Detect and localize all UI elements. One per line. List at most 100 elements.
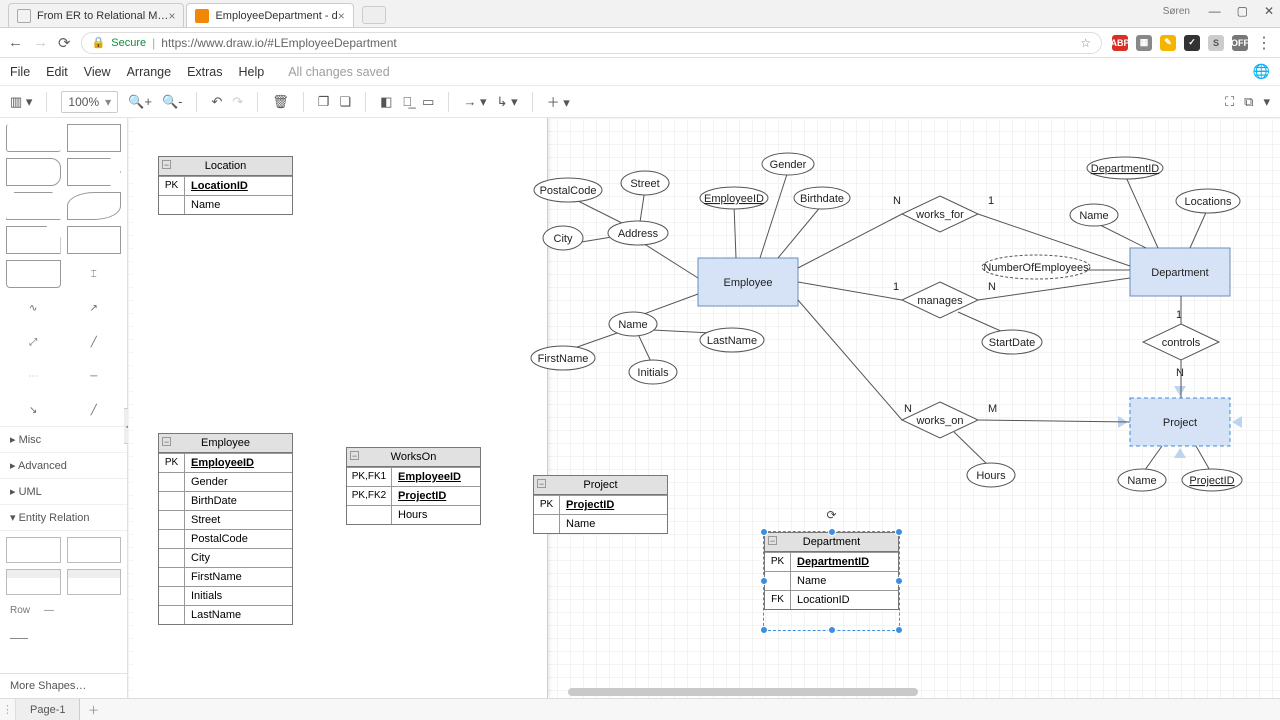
undo-icon[interactable]: ↶ bbox=[211, 94, 222, 110]
zoom-in-icon[interactable]: 🔍+ bbox=[128, 94, 152, 110]
table-row[interactable]: PKLocationID bbox=[159, 176, 292, 195]
page-tab[interactable]: Page-1 bbox=[16, 699, 80, 720]
table-row[interactable]: FirstName bbox=[159, 567, 292, 586]
close-window-icon[interactable]: ✕ bbox=[1264, 4, 1274, 18]
er-shape-thumb[interactable] bbox=[67, 537, 122, 563]
table-row[interactable]: Initials bbox=[159, 586, 292, 605]
sidebar-section-uml[interactable]: ▸ UML bbox=[0, 479, 127, 505]
to-back-icon[interactable]: ❏ bbox=[339, 94, 351, 110]
language-icon[interactable]: 🌐 bbox=[1253, 63, 1270, 80]
sidebar-section-advanced[interactable]: ▸ Advanced bbox=[0, 453, 127, 479]
shape-thumb[interactable]: ⤢ bbox=[6, 328, 61, 356]
extension-icon[interactable]: ▦ bbox=[1136, 35, 1152, 51]
table-row[interactable]: Name bbox=[159, 195, 292, 214]
add-page-button[interactable]: ＋ bbox=[80, 699, 106, 720]
menu-help[interactable]: Help bbox=[239, 65, 265, 79]
shape-thumb[interactable]: ─ bbox=[67, 362, 122, 390]
shape-thumb[interactable]: ╱ bbox=[67, 396, 122, 424]
insert-icon[interactable]: ＋ ▾ bbox=[547, 92, 570, 111]
menu-extras[interactable]: Extras bbox=[187, 65, 222, 79]
new-tab-button[interactable] bbox=[362, 6, 386, 24]
shape-thumb[interactable] bbox=[67, 226, 122, 254]
maximize-icon[interactable]: ▢ bbox=[1237, 4, 1248, 18]
table-row[interactable]: Hours bbox=[347, 505, 480, 524]
shape-thumb[interactable]: ↗ bbox=[67, 294, 122, 322]
table-row[interactable]: Name bbox=[534, 514, 667, 533]
to-front-icon[interactable]: ❐ bbox=[318, 94, 330, 110]
table-project[interactable]: −ProjectPKProjectIDName bbox=[533, 475, 668, 534]
reload-icon[interactable]: ⟳ bbox=[58, 34, 71, 52]
delete-icon[interactable]: 🗑 bbox=[272, 94, 289, 110]
close-icon[interactable]: × bbox=[338, 9, 345, 23]
table-row[interactable]: City bbox=[159, 548, 292, 567]
shape-thumb[interactable] bbox=[6, 192, 61, 220]
waypoint-icon[interactable]: ↳ ▾ bbox=[497, 94, 518, 110]
table-row[interactable]: Gender bbox=[159, 472, 292, 491]
extension-icon[interactable]: ✎ bbox=[1160, 35, 1176, 51]
shape-thumb[interactable] bbox=[6, 226, 61, 254]
more-shapes-button[interactable]: More Shapes… bbox=[0, 673, 127, 698]
shape-thumb[interactable]: ╱ bbox=[67, 328, 122, 356]
shape-thumb[interactable] bbox=[67, 124, 122, 152]
address-bar[interactable]: 🔒 Secure | https://www.draw.io/#LEmploye… bbox=[81, 32, 1102, 54]
table-row[interactable]: PKEmployeeID bbox=[159, 453, 292, 472]
shape-thumb[interactable] bbox=[6, 158, 61, 186]
extension-abp-icon[interactable]: ABP bbox=[1112, 35, 1128, 51]
line-color-icon[interactable]: ／̲ bbox=[402, 94, 412, 109]
extension-icons: ABP ▦ ✎ ✓ S OFF ⋮ bbox=[1112, 33, 1272, 53]
shape-thumb[interactable] bbox=[67, 158, 122, 186]
shape-thumb[interactable]: ⋯ bbox=[6, 362, 61, 390]
shape-thumb[interactable] bbox=[6, 260, 61, 288]
shape-thumb[interactable]: ⌶ bbox=[67, 260, 122, 288]
star-icon[interactable]: ☆ bbox=[1080, 36, 1091, 50]
menu-file[interactable]: File bbox=[10, 65, 30, 79]
er-shape-thumb[interactable] bbox=[6, 569, 61, 595]
shape-thumb[interactable]: ↘ bbox=[6, 396, 61, 424]
table-row[interactable]: PK,FK1EmployeeID bbox=[347, 467, 480, 486]
extension-icon[interactable]: ✓ bbox=[1184, 35, 1200, 51]
menubar: File Edit View Arrange Extras Help All c… bbox=[0, 58, 1280, 86]
extension-icon[interactable]: S bbox=[1208, 35, 1224, 51]
table-employee[interactable]: −EmployeePKEmployeeIDGenderBirthDateStre… bbox=[158, 433, 293, 625]
fill-color-icon[interactable]: ◧ bbox=[380, 94, 392, 110]
zoom-select[interactable]: 100% ▾ bbox=[61, 91, 118, 113]
table-location[interactable]: −LocationPKLocationIDName bbox=[158, 156, 293, 215]
sidebar-section-misc[interactable]: ▸ Misc bbox=[0, 427, 127, 453]
extension-icon[interactable]: OFF bbox=[1232, 35, 1248, 51]
back-icon[interactable]: ← bbox=[8, 34, 23, 51]
table-row[interactable]: PostalCode bbox=[159, 529, 292, 548]
table-row[interactable]: BirthDate bbox=[159, 491, 292, 510]
table-row[interactable]: Street bbox=[159, 510, 292, 529]
table-row[interactable]: LastName bbox=[159, 605, 292, 624]
sidebar-section-er[interactable]: ▾ Entity Relation bbox=[0, 505, 127, 531]
workspace: ⌶ ∿ ↗ ⤢ ╱ ⋯ ─ ↘ ╱ ▸ Misc ▸ Advanced ▸ UM… bbox=[0, 118, 1280, 698]
table-row[interactable]: PK,FK2ProjectID bbox=[347, 486, 480, 505]
minimize-icon[interactable]: — bbox=[1209, 4, 1221, 18]
er-shape-thumb[interactable] bbox=[6, 537, 61, 563]
table-row[interactable]: PKProjectID bbox=[534, 495, 667, 514]
er-shape-thumb[interactable] bbox=[67, 569, 122, 595]
connection-icon[interactable]: → ▾ bbox=[463, 94, 486, 110]
page-menu-icon[interactable]: ⋮ bbox=[0, 699, 16, 720]
shape-thumb[interactable]: ∿ bbox=[6, 294, 61, 322]
menu-arrange[interactable]: Arrange bbox=[127, 65, 171, 79]
menu-edit[interactable]: Edit bbox=[46, 65, 68, 79]
horizontal-scrollbar[interactable] bbox=[128, 686, 1280, 698]
shadow-icon[interactable]: ▭ bbox=[422, 94, 434, 110]
menu-view[interactable]: View bbox=[84, 65, 111, 79]
shape-thumb[interactable] bbox=[6, 124, 61, 152]
fullscreen-icon[interactable]: ⛶ bbox=[1225, 94, 1234, 110]
collapse-icon[interactable]: ▾ bbox=[1263, 94, 1270, 110]
browser-tab-inactive[interactable]: From ER to Relational M… × bbox=[8, 3, 184, 27]
rotate-handle-icon[interactable]: ⟳ bbox=[825, 508, 839, 522]
canvas[interactable]: Employee Department Project works_for ma… bbox=[128, 118, 1280, 698]
browser-tab-active[interactable]: EmployeeDepartment - d × bbox=[186, 3, 353, 27]
view-mode-button[interactable]: ▥ ▾ bbox=[10, 94, 32, 110]
close-icon[interactable]: × bbox=[168, 9, 175, 23]
shape-thumb[interactable] bbox=[67, 192, 122, 220]
kebab-menu-icon[interactable]: ⋮ bbox=[1256, 33, 1272, 53]
format-panel-icon[interactable]: ⧉ bbox=[1244, 94, 1253, 110]
table-workson[interactable]: −WorksOnPK,FK1EmployeeIDPK,FK2ProjectIDH… bbox=[346, 447, 481, 525]
tab-favicon bbox=[195, 9, 209, 23]
zoom-out-icon[interactable]: 🔍- bbox=[162, 94, 183, 110]
